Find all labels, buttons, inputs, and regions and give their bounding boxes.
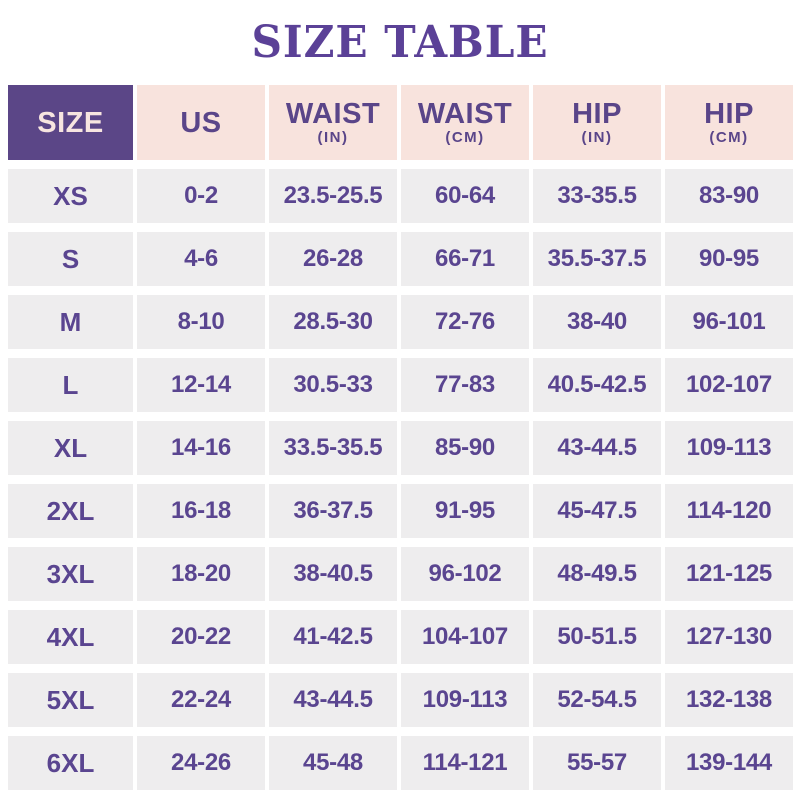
header-label-waist-in: WAIST [285,98,381,130]
waist-cm-cell: 109-113 [401,673,529,727]
hip-cm-cell: 139-144 [665,736,793,790]
hip-cm-cell: 90-95 [665,232,793,286]
header-cell-size: SIZE [8,85,133,160]
waist-cm-cell: 60-64 [401,169,529,223]
waist-in-cell: 43-44.5 [269,673,397,727]
size-cell: 4XL [8,610,133,664]
us-cell: 22-24 [137,673,265,727]
waist-cm-cell: 77-83 [401,358,529,412]
waist-in-cell: 36-37.5 [269,484,397,538]
header-label-us: US [180,106,222,139]
waist-cm-cell: 85-90 [401,421,529,475]
waist-in-cell: 30.5-33 [269,358,397,412]
waist-in-cell: 23.5-25.5 [269,169,397,223]
header-label-hip-cm: HIP [704,98,754,130]
waist-cm-cell: 114-121 [401,736,529,790]
hip-in-cell: 35.5-37.5 [533,232,661,286]
hip-in-cell: 43-44.5 [533,421,661,475]
hip-in-cell: 55-57 [533,736,661,790]
header-cell-hip-cm: HIP (CM) [665,85,793,160]
us-cell: 0-2 [137,169,265,223]
hip-in-cell: 45-47.5 [533,484,661,538]
waist-in-cell: 28.5-30 [269,295,397,349]
waist-in-cell: 26-28 [269,232,397,286]
waist-cm-cell: 66-71 [401,232,529,286]
waist-cm-cell: 104-107 [401,610,529,664]
header-sublabel-waist-cm: (CM) [445,129,485,146]
header-cell-waist-cm: WAIST (CM) [401,85,529,160]
header-label-hip-in: HIP [572,98,622,130]
hip-cm-cell: 132-138 [665,673,793,727]
waist-cm-cell: 96-102 [401,547,529,601]
hip-cm-cell: 96-101 [665,295,793,349]
waist-in-cell: 45-48 [269,736,397,790]
size-cell: 2XL [8,484,133,538]
hip-in-cell: 33-35.5 [533,169,661,223]
size-cell: 3XL [8,547,133,601]
us-cell: 16-18 [137,484,265,538]
size-cell: L [8,358,133,412]
size-cell: 6XL [8,736,133,790]
size-cell: S [8,232,133,286]
header-cell-waist-in: WAIST (IN) [269,85,397,160]
waist-cm-cell: 72-76 [401,295,529,349]
header-cell-us: US [137,85,265,160]
hip-cm-cell: 114-120 [665,484,793,538]
hip-cm-cell: 83-90 [665,169,793,223]
header-label-waist-cm: WAIST [417,98,513,130]
us-cell: 18-20 [137,547,265,601]
waist-in-cell: 41-42.5 [269,610,397,664]
header-sublabel-waist-in: (IN) [317,129,349,146]
page-title: SIZE TABLE [251,17,549,68]
hip-in-cell: 48-49.5 [533,547,661,601]
hip-cm-cell: 102-107 [665,358,793,412]
us-cell: 12-14 [137,358,265,412]
header-sublabel-hip-in: (IN) [581,129,613,146]
header-sublabel-hip-cm: (CM) [709,129,749,146]
hip-cm-cell: 127-130 [665,610,793,664]
waist-cm-cell: 91-95 [401,484,529,538]
us-cell: 14-16 [137,421,265,475]
hip-in-cell: 38-40 [533,295,661,349]
hip-in-cell: 40.5-42.5 [533,358,661,412]
size-table-infographic: SIZE TABLE SIZE US WAIST (IN) WAIST (CM)… [0,16,800,800]
hip-in-cell: 50-51.5 [533,610,661,664]
header-label-size: SIZE [37,106,104,139]
size-cell: M [8,295,133,349]
us-cell: 8-10 [137,295,265,349]
hip-in-cell: 52-54.5 [533,673,661,727]
waist-in-cell: 33.5-35.5 [269,421,397,475]
us-cell: 20-22 [137,610,265,664]
size-cell: XS [8,169,133,223]
us-cell: 4-6 [137,232,265,286]
hip-cm-cell: 109-113 [665,421,793,475]
us-cell: 24-26 [137,736,265,790]
hip-cm-cell: 121-125 [665,547,793,601]
header-cell-hip-in: HIP (IN) [533,85,661,160]
waist-in-cell: 38-40.5 [269,547,397,601]
size-cell: XL [8,421,133,475]
size-table: SIZE US WAIST (IN) WAIST (CM) HIP (IN) H… [8,85,793,790]
size-cell: 5XL [8,673,133,727]
